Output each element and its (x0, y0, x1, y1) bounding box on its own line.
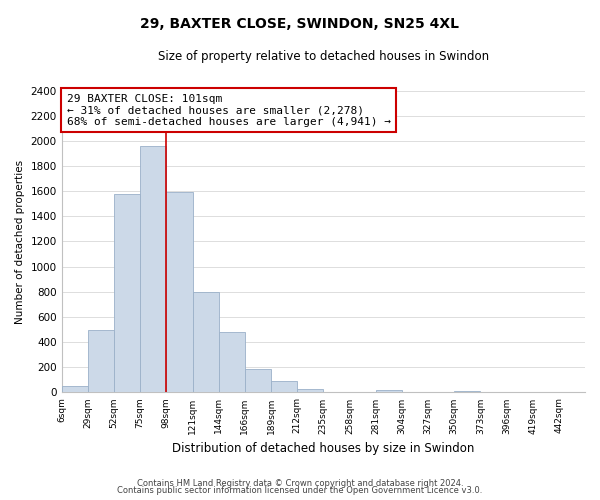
Bar (140, 146, 166, 392)
Bar (114, 194, 140, 392)
Bar (454, 390, 481, 392)
Text: 29, BAXTER CLOSE, SWINDON, SN25 4XL: 29, BAXTER CLOSE, SWINDON, SN25 4XL (140, 18, 460, 32)
Text: 29 BAXTER CLOSE: 101sqm
← 31% of detached houses are smaller (2,278)
68% of semi: 29 BAXTER CLOSE: 101sqm ← 31% of detache… (67, 94, 391, 127)
Bar (166, 192, 193, 392)
Bar (245, 368, 271, 392)
Bar (193, 292, 218, 392)
Bar (88, 330, 114, 392)
Text: Contains public sector information licensed under the Open Government Licence v3: Contains public sector information licen… (118, 486, 482, 495)
Bar (297, 388, 323, 392)
X-axis label: Distribution of detached houses by size in Swindon: Distribution of detached houses by size … (172, 442, 475, 455)
Text: Contains HM Land Registry data © Crown copyright and database right 2024.: Contains HM Land Registry data © Crown c… (137, 478, 463, 488)
Bar (218, 332, 245, 392)
Bar (62, 386, 88, 392)
Bar (271, 381, 297, 392)
Title: Size of property relative to detached houses in Swindon: Size of property relative to detached ho… (158, 50, 489, 63)
Y-axis label: Number of detached properties: Number of detached properties (15, 160, 25, 324)
Bar (376, 390, 402, 392)
